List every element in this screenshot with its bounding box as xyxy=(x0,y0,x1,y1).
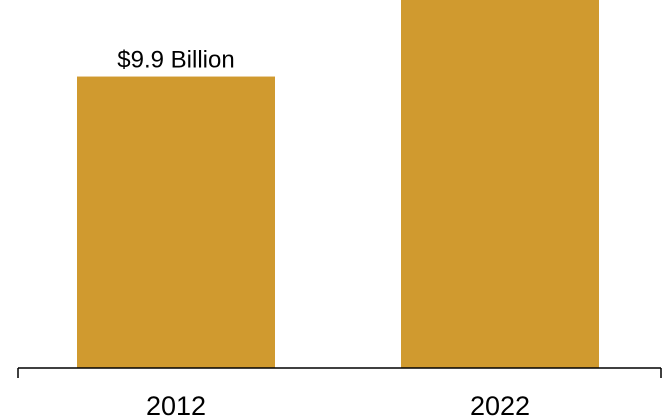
bar-2022 xyxy=(401,0,599,368)
x-tick-label-2012: 2012 xyxy=(146,391,206,417)
labels-layer: 2012 $9.9 Billion 2022 xyxy=(117,47,530,417)
bar-2012 xyxy=(77,76,275,368)
x-tick-label-2022: 2022 xyxy=(470,391,530,417)
x-axis xyxy=(17,367,662,378)
data-label-2012: $9.9 Billion xyxy=(117,47,234,74)
bars-layer xyxy=(77,0,599,368)
